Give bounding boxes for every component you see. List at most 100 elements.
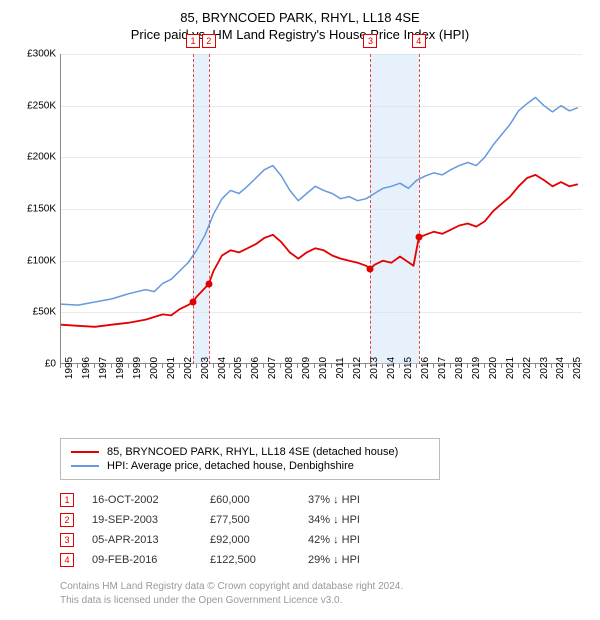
sales-pct: 42% ↓ HPI — [308, 534, 398, 546]
x-tick-mark — [111, 364, 112, 368]
x-tick-mark — [60, 364, 61, 368]
x-tick-mark — [162, 364, 163, 368]
legend-label: HPI: Average price, detached house, Denb… — [107, 460, 354, 472]
x-tick-label: 2013 — [369, 357, 380, 379]
legend-swatch — [71, 451, 99, 453]
x-tick-mark — [535, 364, 536, 368]
y-tick-label: £300K — [18, 49, 56, 60]
sales-pct: 34% ↓ HPI — [308, 514, 398, 526]
sales-price: £77,500 — [210, 514, 290, 526]
x-tick-label: 2009 — [301, 357, 312, 379]
x-tick-mark — [94, 364, 95, 368]
sale-dot — [415, 234, 422, 241]
sales-table: 116-OCT-2002£60,00037% ↓ HPI219-SEP-2003… — [60, 490, 582, 570]
x-tick-label: 1996 — [81, 357, 92, 379]
footnote-line2: This data is licensed under the Open Gov… — [60, 594, 582, 608]
sales-pct: 37% ↓ HPI — [308, 494, 398, 506]
x-tick-label: 2020 — [488, 357, 499, 379]
x-tick-label: 2000 — [149, 357, 160, 379]
legend-row: HPI: Average price, detached house, Denb… — [71, 459, 429, 473]
x-tick-mark — [551, 364, 552, 368]
sales-row: 409-FEB-2016£122,50029% ↓ HPI — [60, 550, 582, 570]
sales-date: 05-APR-2013 — [92, 534, 192, 546]
x-tick-label: 2014 — [386, 357, 397, 379]
sales-date: 19-SEP-2003 — [92, 514, 192, 526]
sale-marker-box: 1 — [186, 34, 200, 48]
y-tick-label: £100K — [18, 255, 56, 266]
x-tick-mark — [331, 364, 332, 368]
footnote-line1: Contains HM Land Registry data © Crown c… — [60, 580, 582, 594]
x-tick-label: 2004 — [217, 357, 228, 379]
series-line — [61, 175, 578, 327]
x-tick-label: 1999 — [132, 357, 143, 379]
x-tick-mark — [229, 364, 230, 368]
x-tick-mark — [433, 364, 434, 368]
title-block: 85, BRYNCOED PARK, RHYL, LL18 4SE Price … — [18, 10, 582, 42]
legend: 85, BRYNCOED PARK, RHYL, LL18 4SE (detac… — [60, 438, 440, 480]
sale-marker-box: 4 — [412, 34, 426, 48]
sales-row: 305-APR-2013£92,00042% ↓ HPI — [60, 530, 582, 550]
x-tick-label: 1997 — [98, 357, 109, 379]
y-tick-label: £50K — [18, 307, 56, 318]
x-tick-mark — [297, 364, 298, 368]
sale-marker-box: 2 — [202, 34, 216, 48]
x-tick-label: 2019 — [471, 357, 482, 379]
x-tick-label: 2005 — [233, 357, 244, 379]
title-address: 85, BRYNCOED PARK, RHYL, LL18 4SE — [18, 10, 582, 25]
x-tick-mark — [246, 364, 247, 368]
y-tick-label: £200K — [18, 152, 56, 163]
x-tick-mark — [77, 364, 78, 368]
y-tick-label: £0 — [18, 359, 56, 370]
y-tick-label: £250K — [18, 100, 56, 111]
sales-row-marker: 2 — [60, 513, 74, 527]
x-tick-mark — [263, 364, 264, 368]
x-tick-label: 1995 — [64, 357, 75, 379]
legend-swatch — [71, 465, 99, 467]
x-tick-mark — [382, 364, 383, 368]
x-tick-label: 2024 — [555, 357, 566, 379]
x-tick-mark — [280, 364, 281, 368]
y-tick-label: £150K — [18, 204, 56, 215]
chart-area: £0£50K£100K£150K£200K£250K£300K 1234 199… — [18, 54, 582, 394]
x-tick-mark — [484, 364, 485, 368]
sales-row-marker: 1 — [60, 493, 74, 507]
series-line — [61, 97, 578, 305]
x-tick-mark — [399, 364, 400, 368]
x-tick-label: 2012 — [352, 357, 363, 379]
x-tick-mark — [145, 364, 146, 368]
x-tick-mark — [416, 364, 417, 368]
title-subtitle: Price paid vs. HM Land Registry's House … — [18, 27, 582, 42]
sales-price: £122,500 — [210, 554, 290, 566]
x-tick-mark — [450, 364, 451, 368]
x-tick-label: 2018 — [454, 357, 465, 379]
x-tick-label: 2025 — [572, 357, 583, 379]
sale-dot — [205, 280, 212, 287]
x-tick-mark — [518, 364, 519, 368]
x-tick-mark — [568, 364, 569, 368]
x-tick-label: 2023 — [539, 357, 550, 379]
x-tick-label: 2021 — [505, 357, 516, 379]
x-tick-mark — [179, 364, 180, 368]
x-tick-mark — [314, 364, 315, 368]
sale-dot — [367, 265, 374, 272]
x-tick-mark — [467, 364, 468, 368]
x-tick-label: 2011 — [335, 357, 346, 379]
x-tick-label: 2001 — [166, 357, 177, 379]
x-tick-label: 2022 — [522, 357, 533, 379]
x-tick-label: 2016 — [420, 357, 431, 379]
x-tick-mark — [213, 364, 214, 368]
x-tick-label: 2008 — [284, 357, 295, 379]
x-tick-label: 2002 — [183, 357, 194, 379]
sales-row: 116-OCT-2002£60,00037% ↓ HPI — [60, 490, 582, 510]
sales-date: 09-FEB-2016 — [92, 554, 192, 566]
x-tick-label: 2006 — [250, 357, 261, 379]
sale-marker-box: 3 — [363, 34, 377, 48]
line-svg — [61, 54, 583, 364]
legend-row: 85, BRYNCOED PARK, RHYL, LL18 4SE (detac… — [71, 445, 429, 459]
x-tick-mark — [348, 364, 349, 368]
x-tick-mark — [128, 364, 129, 368]
plot-region: 1234 — [60, 54, 582, 364]
sales-date: 16-OCT-2002 — [92, 494, 192, 506]
sales-row-marker: 3 — [60, 533, 74, 547]
x-tick-label: 2010 — [318, 357, 329, 379]
